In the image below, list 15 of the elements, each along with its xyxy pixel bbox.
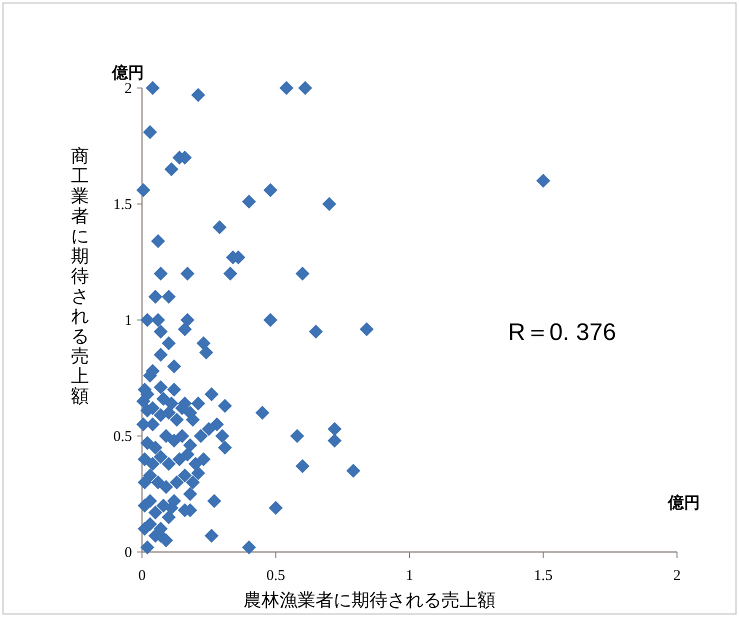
y-tick-label: 1.5 — [113, 197, 132, 213]
y-tick-label: 1 — [124, 313, 132, 329]
x-tick-label: 0.5 — [266, 568, 286, 584]
y-tick-label: 0 — [124, 545, 132, 561]
y-tick-label: 2 — [124, 81, 132, 97]
text: 億円 — [111, 64, 144, 82]
x-tick-label: 1.5 — [534, 568, 553, 584]
text: 商工業者に期待される売上額 — [71, 146, 89, 406]
x-axis-title: 農林漁業者に期待される売上額 — [244, 590, 496, 610]
x-tick-label: 1 — [406, 568, 414, 584]
annotation: 億円 — [667, 494, 700, 512]
annotation: R＝0. 376 — [508, 319, 616, 346]
y-tick-label: 0.5 — [113, 429, 132, 445]
x-tick-label: 0 — [138, 568, 146, 584]
x-tick-label: 2 — [673, 568, 681, 584]
